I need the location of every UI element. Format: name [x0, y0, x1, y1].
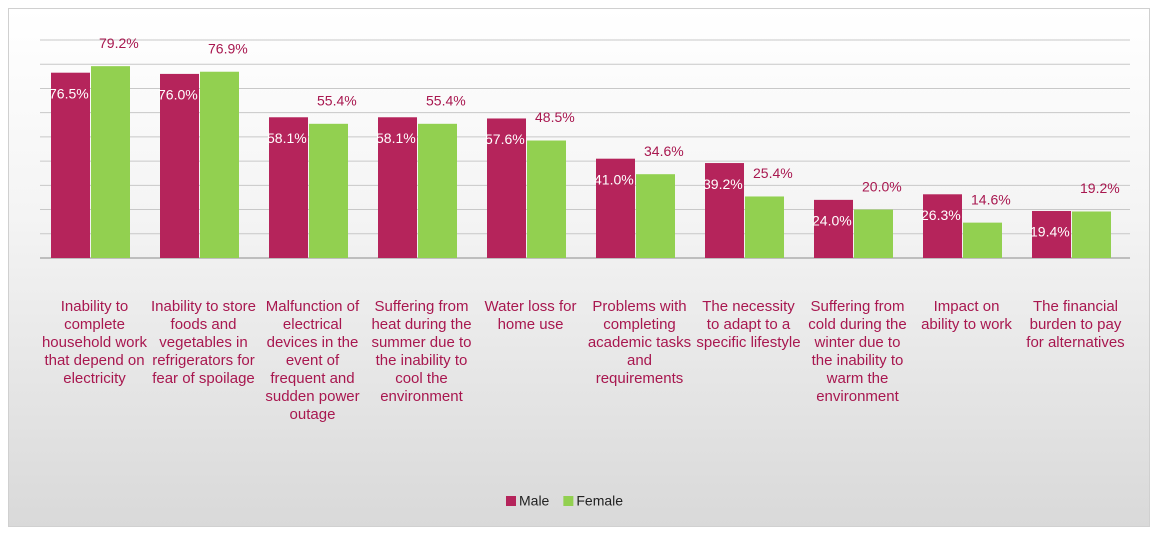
data-label: 76.0%	[158, 87, 198, 103]
data-label: 20.0%	[862, 178, 902, 194]
bar	[923, 194, 962, 258]
bar	[378, 117, 417, 258]
bar	[91, 66, 130, 258]
data-label: 19.2%	[1080, 180, 1120, 196]
data-label: 41.0%	[594, 171, 634, 187]
bar	[705, 163, 744, 258]
x-tick-label: The necessity to adapt to a specific lif…	[696, 298, 801, 351]
data-label: 19.4%	[1030, 224, 1070, 240]
data-label: 58.1%	[267, 130, 307, 146]
bar	[596, 158, 635, 258]
bar	[814, 199, 853, 258]
bar	[269, 117, 308, 258]
data-label: 39.2%	[703, 176, 743, 192]
bar	[487, 118, 526, 258]
bar	[527, 140, 566, 258]
data-label: 55.4%	[317, 93, 357, 109]
bar	[1072, 211, 1111, 258]
x-tick-label: Water loss for home use	[484, 298, 577, 333]
x-tick-label: Problems with completing academic tasks …	[587, 298, 692, 387]
legend-swatch	[563, 496, 574, 506]
x-tick-label: Suffering from cold during the winter du…	[808, 298, 907, 405]
bar	[745, 196, 784, 258]
bar	[963, 222, 1002, 258]
data-label: 76.9%	[208, 40, 248, 56]
data-label: 58.1%	[376, 130, 416, 146]
x-tick-label: Inability to complete household work tha…	[41, 298, 148, 387]
bar	[1032, 211, 1071, 258]
bar	[160, 73, 199, 259]
x-tick-label: Malfunction of electrical devices in the…	[265, 298, 360, 423]
x-tick-label: Impact on ability to work	[921, 298, 1012, 333]
data-label: 14.6%	[971, 191, 1011, 207]
x-tick-label: The financial burden to pay for alternat…	[1026, 298, 1125, 351]
legend-swatch	[506, 496, 516, 506]
x-tick-label: Suffering from heat during the summer du…	[371, 298, 472, 405]
data-label: 55.4%	[426, 93, 466, 109]
data-label: 26.3%	[921, 207, 961, 223]
legend-label: Female	[576, 493, 623, 509]
data-label: 76.5%	[49, 85, 89, 101]
bar	[200, 71, 239, 258]
bar	[51, 72, 90, 258]
x-tick-label: Inability to store foods and vegetables …	[150, 298, 257, 387]
bar	[418, 123, 457, 258]
data-label: 48.5%	[535, 109, 575, 125]
legend-label: Male	[519, 493, 550, 509]
bar	[636, 174, 675, 258]
data-label: 57.6%	[485, 131, 525, 147]
bar	[309, 123, 348, 258]
data-label: 24.0%	[812, 213, 852, 229]
data-label: 79.2%	[99, 35, 139, 51]
bar	[854, 209, 893, 258]
data-label: 34.6%	[644, 143, 684, 159]
data-label: 25.4%	[753, 165, 793, 181]
